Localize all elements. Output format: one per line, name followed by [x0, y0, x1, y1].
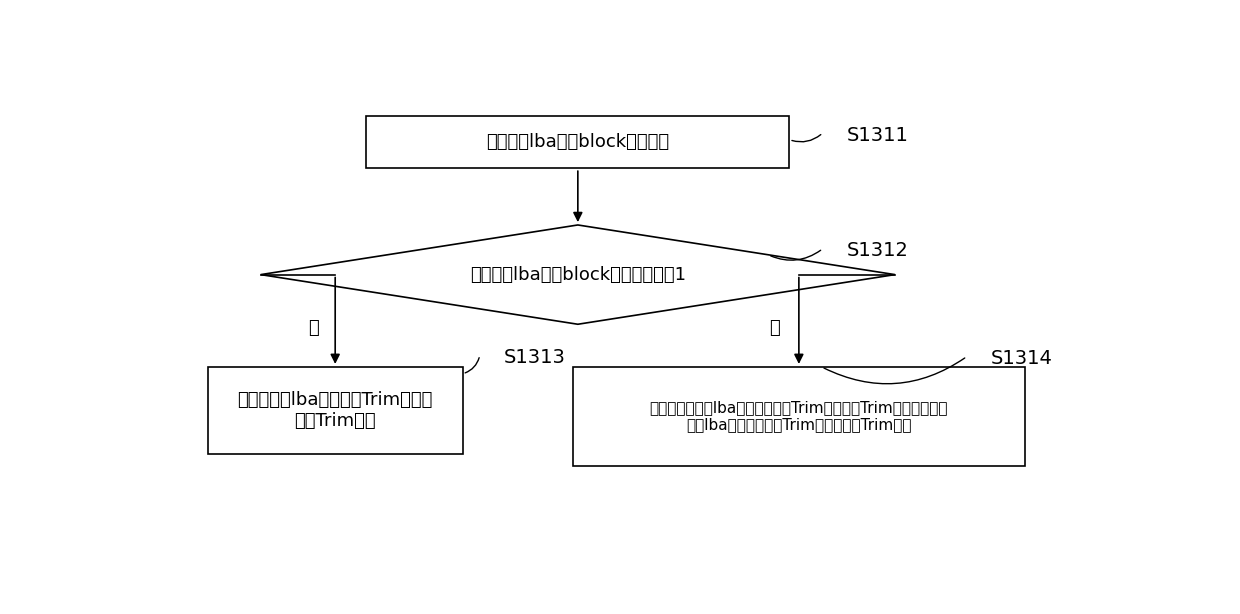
Text: S1311: S1311 [847, 126, 909, 145]
Text: 是: 是 [309, 319, 319, 337]
Text: 否: 否 [770, 319, 780, 337]
FancyBboxPatch shape [573, 367, 1024, 466]
Text: 对所述第二lba区域执行Trim命令，
验证Trim功能: 对所述第二lba区域执行Trim命令， 验证Trim功能 [238, 391, 433, 430]
Text: 读取第二lba区域block段的数量: 读取第二lba区域block段的数量 [486, 133, 670, 151]
Text: 判断第二lba区域block段数量是否为1: 判断第二lba区域block段数量是否为1 [470, 266, 686, 284]
Polygon shape [260, 225, 895, 324]
Text: S1314: S1314 [991, 349, 1053, 368]
FancyBboxPatch shape [208, 367, 463, 454]
Text: S1312: S1312 [847, 241, 909, 260]
Text: S1313: S1313 [503, 348, 565, 367]
FancyBboxPatch shape [367, 116, 789, 168]
Text: 首先对所述第二lba区域逐一执行Trim命令，验Trim功能；其次对
第二lba区域同时执行Trim命令，验证Trim功能: 首先对所述第二lba区域逐一执行Trim命令，验Trim功能；其次对 第二lba… [650, 400, 949, 433]
